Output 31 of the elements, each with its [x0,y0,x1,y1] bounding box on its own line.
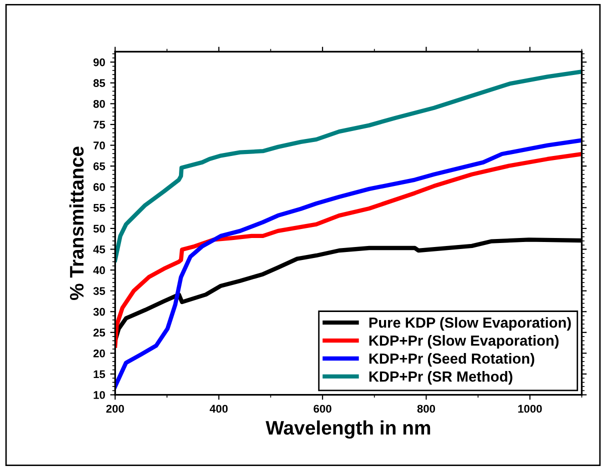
x-tick-label: 200 [106,404,124,413]
y-tick-label: 65 [93,162,106,170]
x-tick-label: 800 [417,404,436,413]
x-axis-title: Wavelength in nm [266,420,430,439]
x-tick-label: 400 [210,404,228,413]
y-tick-label: 80 [93,100,105,108]
line-series [115,138,582,389]
y-tick-label: 85 [93,79,106,88]
y-tick-label: 75 [94,120,106,129]
x-tick-label: 600 [314,404,332,413]
y-tick-label: 25 [93,328,106,337]
y-tick-label: 70 [94,142,105,150]
y-tick-label: 90 [93,58,105,66]
y-tick-label: 60 [93,183,105,191]
y-tick-label: 35 [93,287,106,295]
y-tick-label: 30 [93,308,105,316]
y-tick-label: 20 [93,349,105,358]
y-tick-label: 15 [94,370,106,378]
y-tick-label: 40 [93,266,105,274]
y-tick-label: 55 [93,204,106,212]
y-tick-label: 45 [93,246,106,254]
legend-label: Pure KDP (Slow Evaporation) [369,317,571,331]
legend-label: KDP+Pr (Seed Rotation) [369,353,534,367]
y-axis-title: % Transmittance [69,146,84,300]
y-tick-label: 50 [93,224,105,233]
legend-label: KDP+Pr (SR Method) [369,370,512,385]
line-series [115,152,582,348]
x-tick-label: 1000 [518,404,542,413]
line-series [115,70,582,262]
legend-label: KDP+Pr (Slow Evaporation) [369,335,559,349]
y-tick-label: 10 [94,391,105,399]
